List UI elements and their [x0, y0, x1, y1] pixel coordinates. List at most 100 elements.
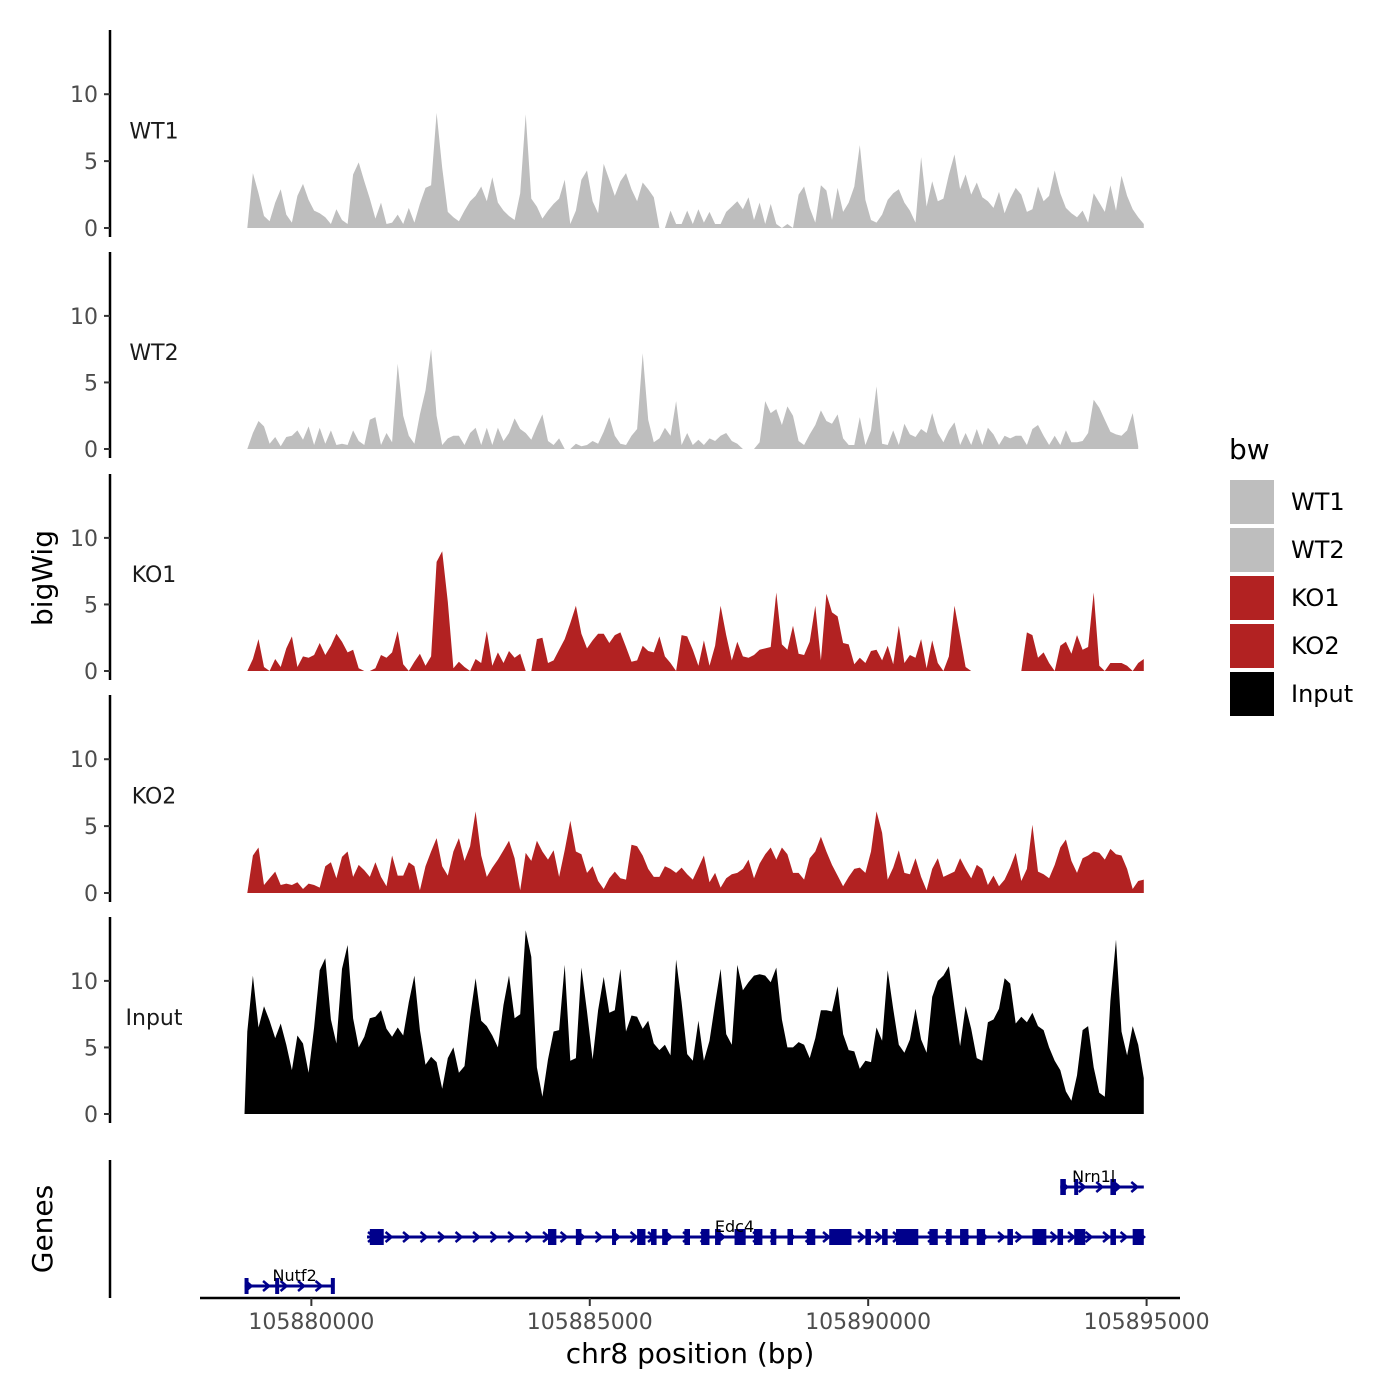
y-tick-label: 5	[84, 1036, 98, 1061]
strand-arrow	[857, 1231, 866, 1243]
strand-arrow	[1077, 1181, 1087, 1193]
gene-exon	[806, 1229, 816, 1245]
track-label: WT2	[129, 341, 178, 366]
legend-key-wt2	[1230, 528, 1274, 572]
gene-exon	[946, 1229, 952, 1245]
strand-arrow	[437, 1231, 446, 1243]
y-tick-label: 10	[70, 527, 98, 552]
strand-arrow	[594, 1231, 604, 1243]
gene-exon	[929, 1229, 938, 1245]
gene-label: Edc4	[715, 1217, 754, 1236]
legend-key-wt1	[1230, 480, 1274, 524]
gene-exon	[637, 1229, 646, 1245]
strand-arrow	[524, 1231, 534, 1243]
strand-arrow	[279, 1280, 289, 1292]
gene-exon	[244, 1278, 249, 1294]
legend: bw WT1 WT2 KO1 KO2 Input	[1229, 433, 1353, 716]
gene-exon	[1110, 1229, 1116, 1245]
gene-exon	[1060, 1179, 1066, 1195]
coverage-area-ko1	[247, 551, 1144, 671]
y-tick-label: 5	[84, 371, 98, 396]
strand-arrow	[559, 1231, 569, 1243]
strand-arrow	[402, 1231, 411, 1243]
legend-title: bw	[1229, 433, 1270, 466]
strand-arrow	[997, 1231, 1007, 1243]
track-label: Input	[126, 1006, 183, 1031]
gene-nrn1l: Nrn1l	[1060, 1167, 1144, 1195]
track-input: 0 5 10 Input	[70, 917, 1144, 1128]
gene-label: Nrn1l	[1072, 1167, 1115, 1186]
gene-exon	[612, 1229, 617, 1245]
strand-arrow	[1119, 1231, 1129, 1243]
x-tick-label: 105885000	[527, 1310, 653, 1335]
gene-exon	[787, 1229, 794, 1245]
gene-exon	[575, 1229, 582, 1245]
track-label: WT1	[129, 119, 178, 144]
track-ko2: 0 5 10 KO2	[70, 695, 1144, 907]
strand-arrow	[1102, 1231, 1112, 1243]
legend-label-input: Input	[1291, 680, 1353, 708]
gene-edc4: Edc4	[367, 1217, 1147, 1245]
y-tick-label: 0	[84, 217, 98, 242]
gene-exon	[865, 1229, 871, 1245]
strand-arrow	[384, 1231, 394, 1243]
gene-exon	[1074, 1229, 1086, 1245]
strand-arrow	[454, 1231, 464, 1243]
coverage-tracks: 0 5 10 WT1 0 5 10 WT2 0 5 10 KO1 0 5 10 KO2 0 5 10 Input	[70, 30, 1144, 1128]
gene-label: Nutf2	[273, 1266, 317, 1285]
gene-exon	[1074, 1179, 1079, 1195]
track-wt1: 0 5 10 WT1	[70, 30, 1144, 242]
gene-nutf2: Nutf2	[244, 1266, 335, 1294]
x-axis-title: chr8 position (bp)	[566, 1337, 815, 1370]
y-tick-label: 0	[84, 660, 98, 685]
gene-track-title: Genes	[26, 1185, 59, 1273]
track-ko1: 0 5 10 KO1	[70, 474, 1144, 685]
strand-arrow	[1014, 1231, 1024, 1243]
y-tick-label: 5	[84, 593, 98, 618]
strand-arrow	[489, 1231, 499, 1243]
strand-arrow	[822, 1231, 831, 1243]
gene-exon	[651, 1229, 657, 1245]
legend-label-wt2: WT2	[1291, 536, 1345, 564]
y-tick-label: 0	[84, 882, 98, 907]
coverage-area-input	[244, 930, 1144, 1114]
strand-arrow	[472, 1231, 481, 1243]
strand-arrow	[1084, 1231, 1094, 1243]
y-tick-label: 10	[70, 970, 98, 995]
strand-arrow	[1130, 1181, 1140, 1193]
legend-key-ko1	[1230, 576, 1274, 620]
strand-arrow	[629, 1231, 639, 1243]
coverage-area-ko2	[247, 811, 1144, 893]
gene-exon	[734, 1229, 746, 1245]
gene-exon	[330, 1278, 335, 1294]
track-label: KO2	[132, 784, 177, 809]
gene-exon	[275, 1278, 280, 1294]
x-tick-label: 105890000	[805, 1310, 931, 1335]
gene-exon	[896, 1229, 919, 1245]
y-tick-label: 10	[70, 305, 98, 330]
y-tick-label: 0	[84, 438, 98, 463]
gene-exon	[684, 1229, 690, 1245]
legend-key-ko2	[1230, 624, 1274, 668]
legend-label-ko2: KO2	[1291, 632, 1340, 660]
strand-arrow	[874, 1231, 884, 1243]
strand-arrow	[1067, 1231, 1077, 1243]
x-tick-label: 105880000	[248, 1310, 374, 1335]
gene-exon	[1007, 1229, 1013, 1245]
strand-arrow	[1095, 1181, 1105, 1193]
legend-key-input	[1230, 672, 1274, 716]
coverage-area-wt2	[247, 349, 1139, 449]
track-wt2: 0 5 10 WT2	[70, 252, 1139, 463]
track-label: KO1	[132, 563, 177, 588]
strand-arrow	[297, 1280, 306, 1292]
y-tick-label: 5	[84, 150, 98, 175]
gene-exon	[754, 1229, 763, 1245]
legend-label-wt1: WT1	[1291, 488, 1345, 516]
gene-exon	[548, 1229, 557, 1245]
x-tick-label: 105895000	[1084, 1310, 1210, 1335]
gene-exon	[369, 1229, 384, 1245]
strand-arrow	[262, 1280, 271, 1292]
y-tick-label: 10	[70, 83, 98, 108]
gene-exon	[976, 1229, 986, 1245]
